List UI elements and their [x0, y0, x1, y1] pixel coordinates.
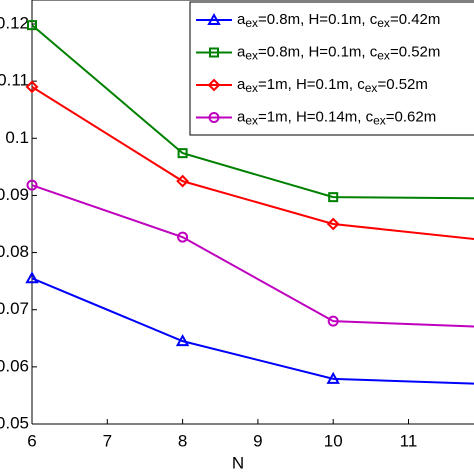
legend-text-part: =0.52m — [377, 76, 427, 93]
marker — [207, 78, 221, 92]
marker — [27, 20, 37, 31]
legend-text-part: ex — [245, 16, 258, 30]
legend-text-part: ex — [377, 48, 390, 62]
legend-text-part: a — [237, 11, 246, 28]
x-tick-label: 11 — [400, 431, 418, 450]
legend-label: aex=1m, H=0.1m, cex=0.52m — [237, 76, 428, 95]
legend-text-part: ex — [377, 16, 390, 30]
marker — [26, 179, 38, 191]
y-tick-label: 0.05 — [0, 413, 29, 432]
y-tick-label: 0.1 — [5, 128, 29, 147]
legend-text-part: a — [237, 108, 246, 125]
x-tick-label: 10 — [324, 431, 343, 450]
y-tick-label: 0.12 — [0, 13, 29, 32]
marker — [328, 192, 339, 203]
legend-text-part: ex — [245, 113, 258, 127]
series-line — [31, 86, 474, 240]
x-tick-label: 6 — [27, 431, 36, 450]
y-tick-label: 0.07 — [0, 299, 29, 318]
legend-text-part: =0.42m — [390, 11, 440, 28]
marker — [25, 271, 39, 284]
legend-text-part: =1m, H=0.14m, c — [258, 108, 374, 125]
legend-text-part: a — [237, 43, 246, 60]
legend-label: aex=1m, H=0.14m, cex=0.62m — [237, 108, 436, 127]
marker — [177, 231, 189, 243]
x-axis-label: N — [232, 453, 244, 472]
marker — [175, 334, 190, 347]
marker — [176, 174, 190, 188]
y-tick-label: 0.11 — [0, 71, 29, 90]
legend-text-part: =0.62m — [386, 108, 436, 125]
legend-text-part: =0.8m, H=0.1m, c — [258, 11, 378, 28]
x-tick-label: 7 — [103, 431, 112, 450]
series-line — [31, 277, 474, 385]
legend-box — [189, 1, 474, 136]
series-line — [31, 184, 474, 328]
marker — [208, 112, 220, 123]
legend-text-part: ex — [245, 81, 258, 95]
marker — [209, 47, 219, 58]
legend-text-part: =0.52m — [390, 43, 440, 60]
y-tick-label: 0.09 — [0, 185, 29, 204]
marker — [207, 12, 221, 25]
legend-label: aex=0.8m, H=0.1m, cex=0.42m — [237, 11, 440, 30]
marker — [326, 371, 340, 384]
legend-label: aex=0.8m, H=0.1m, cex=0.52m — [237, 43, 440, 62]
legend-text-part: ex — [373, 113, 386, 127]
legend-text-part: ex — [365, 81, 378, 95]
legend-text-part: ex — [245, 48, 258, 62]
x-tick-label: 8 — [178, 431, 187, 450]
x-tick-label: 9 — [253, 431, 262, 450]
series-line — [31, 24, 474, 200]
marker — [326, 217, 340, 231]
y-tick-label: 0.06 — [0, 356, 29, 375]
marker — [327, 315, 339, 327]
y-tick-label: 0.08 — [0, 242, 29, 261]
legend-text-part: =0.8m, H=0.1m, c — [258, 43, 378, 60]
marker — [25, 80, 39, 94]
marker — [177, 148, 188, 159]
legend-text-part: =1m, H=0.1m, c — [258, 76, 365, 93]
legend-text-part: a — [237, 76, 246, 93]
